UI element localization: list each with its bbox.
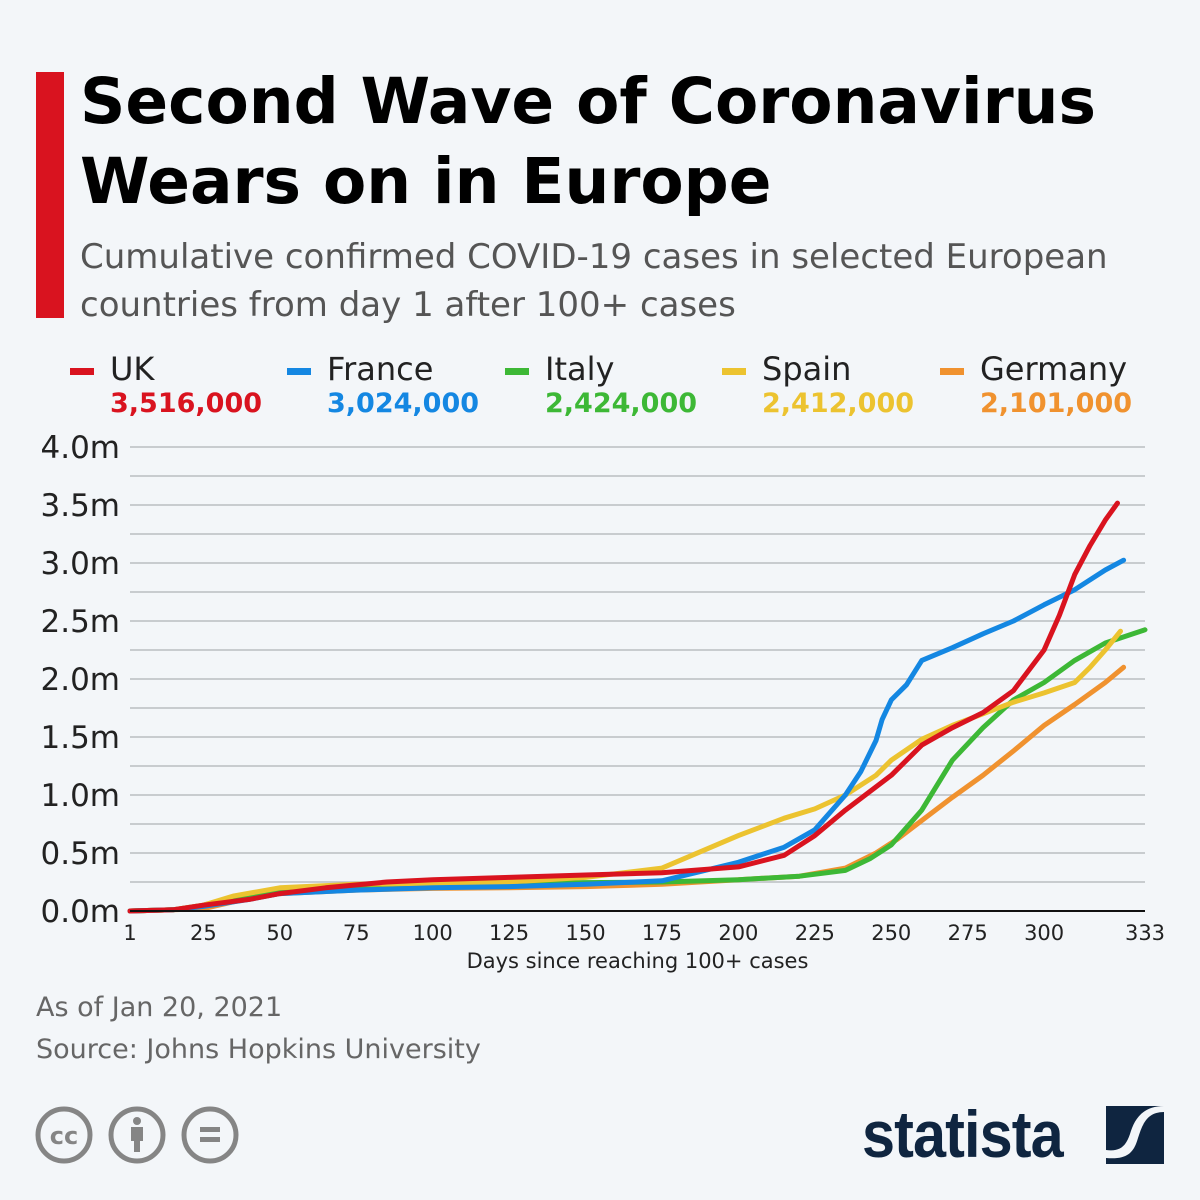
chart-title: Second Wave of Coronavirus Wears on in E…	[80, 65, 1097, 218]
x-tick-label: 1	[123, 921, 136, 945]
legend-swatch	[505, 368, 529, 375]
x-tick-label: 300	[1024, 921, 1064, 945]
y-tick-label: 3.0m	[41, 546, 121, 582]
legend-value: 2,101,000	[980, 388, 1133, 419]
line-chart: 0.0m0.5m1.0m1.5m2.0m2.5m3.0m3.5m4.0m1 25 5…	[41, 430, 1166, 973]
license-icons: cc	[35, 1106, 239, 1164]
legend-swatch	[70, 368, 94, 375]
legend-label: Italy	[545, 350, 615, 388]
x-tick-label: 200	[718, 921, 758, 945]
x-tick-label: 250	[871, 921, 911, 945]
legend-label: UK	[110, 350, 155, 388]
y-tick-label: 0.0m	[41, 894, 121, 930]
as-of-date: As of Jan 20, 2021	[36, 992, 283, 1023]
y-tick-label: 3.5m	[41, 488, 121, 524]
chart-subtitle: Cumulative confirmed COVID-19 cases in s…	[80, 237, 1108, 325]
accent-bar	[36, 72, 64, 318]
y-tick-label: 1.5m	[41, 720, 121, 756]
legend-value: 2,424,000	[545, 388, 698, 419]
x-tick-label: 75	[343, 921, 370, 945]
x-tick-label: 150	[565, 921, 605, 945]
attribution-icon	[108, 1106, 166, 1164]
y-tick-label: 4.0m	[41, 430, 121, 466]
x-tick-label: 225	[795, 921, 835, 945]
statista-logo: statista	[862, 1094, 1164, 1174]
y-tick-label: 0.5m	[41, 836, 121, 872]
statista-wordmark: statista	[862, 1097, 1064, 1171]
svg-text:cc: cc	[50, 1122, 78, 1150]
no-derivatives-icon	[181, 1106, 239, 1164]
legend-value: 2,412,000	[762, 388, 915, 419]
y-tick-label: 1.0m	[41, 778, 121, 814]
x-tick-label: 50	[266, 921, 293, 945]
legend-label: France	[327, 350, 434, 388]
x-axis-label: Days since reaching 100+ cases	[467, 949, 809, 973]
y-tick-label: 2.0m	[41, 662, 121, 698]
legend-swatch	[722, 368, 746, 375]
x-tick-label: 333	[1125, 921, 1165, 945]
legend-label: Germany	[980, 350, 1128, 388]
x-tick-label: 175	[642, 921, 682, 945]
x-tick-label: 125	[489, 921, 529, 945]
x-tick-label: 100	[413, 921, 453, 945]
legend-swatch	[940, 368, 964, 375]
legend-value: 3,024,000	[327, 388, 480, 419]
series-line-spain	[127, 628, 1123, 914]
source: Source: Johns Hopkins University	[36, 1034, 481, 1065]
cc-icon: cc	[35, 1106, 93, 1164]
legend-swatch	[287, 368, 311, 375]
legend-label: Spain	[762, 350, 852, 388]
y-tick-label: 2.5m	[41, 604, 121, 640]
legend-value: 3,516,000	[110, 388, 263, 419]
series-line-uk	[127, 500, 1120, 914]
x-tick-label: 275	[948, 921, 988, 945]
x-tick-label: 25	[190, 921, 217, 945]
statista-icon	[1106, 1106, 1164, 1164]
